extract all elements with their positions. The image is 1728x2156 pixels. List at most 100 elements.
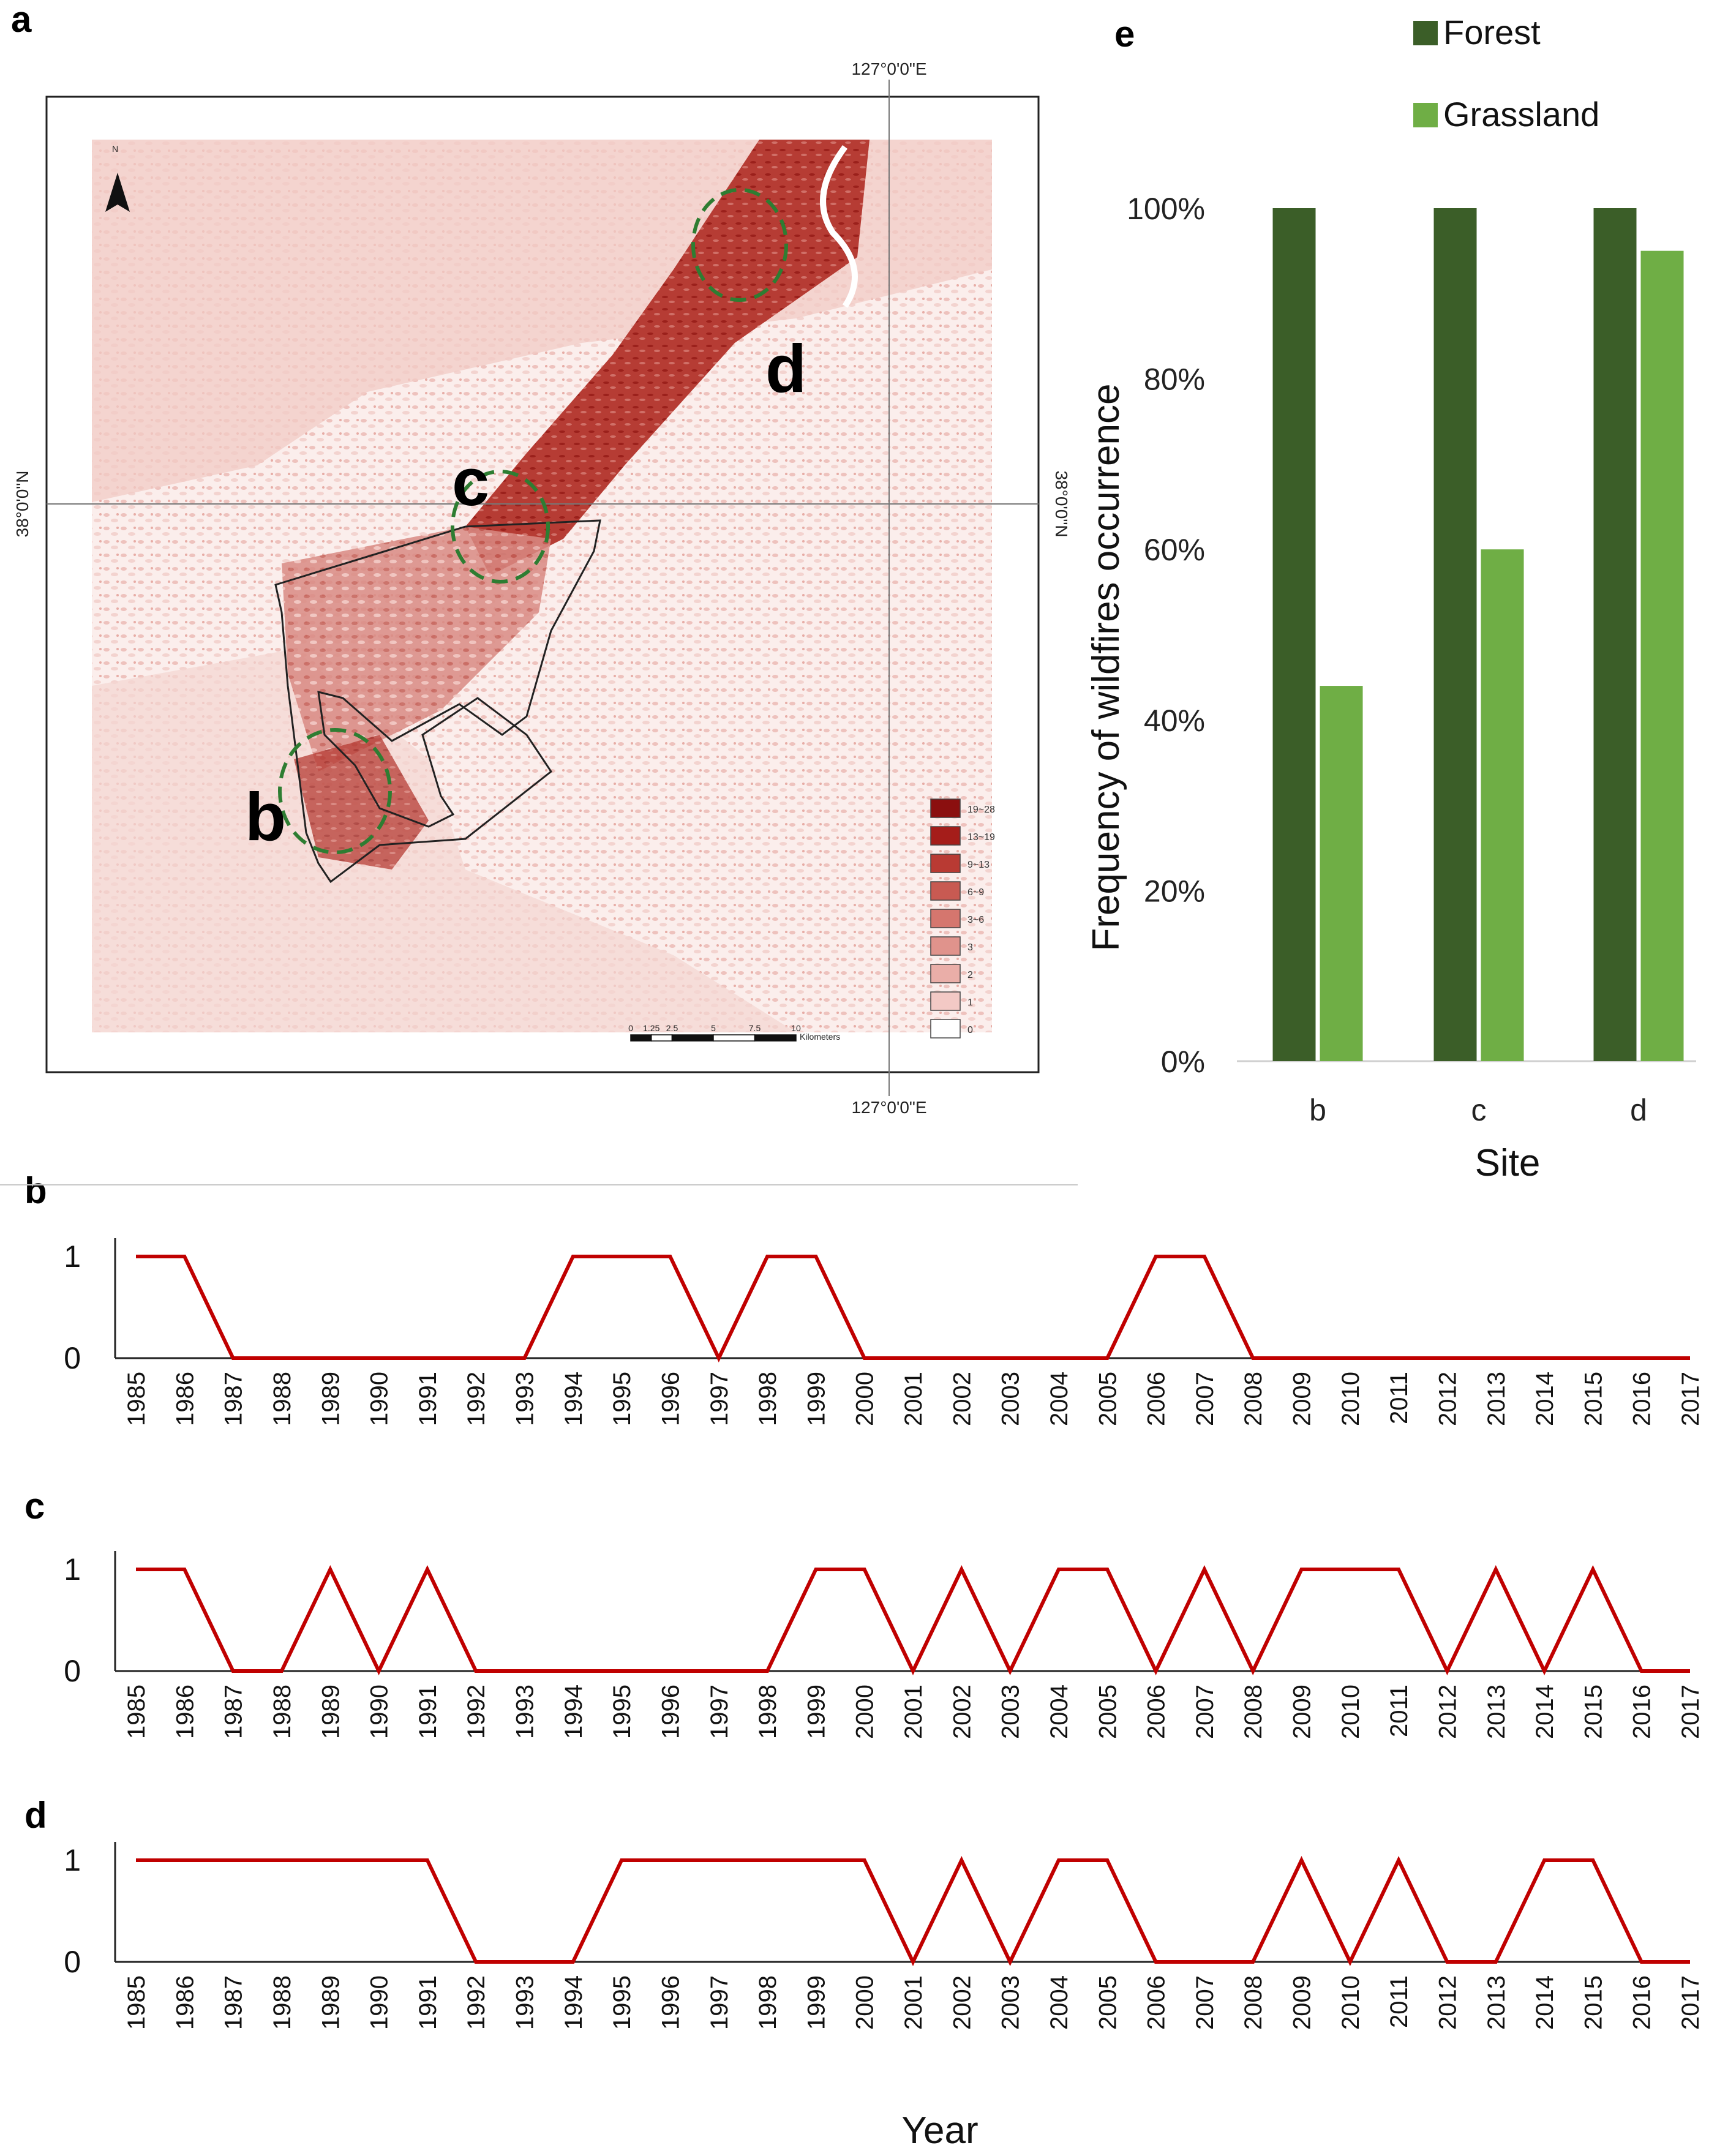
year-tick-label: 1997 (706, 1685, 733, 1739)
year-tick-label: 1989 (317, 1975, 344, 2030)
scale-tick-label: 5 (711, 1023, 716, 1033)
map-legend-swatch (930, 826, 961, 846)
year-tick-label: 2015 (1580, 1372, 1607, 1426)
site-b-circle (278, 728, 392, 854)
line-series-c (136, 1565, 1690, 1675)
panel-b-letter: b (24, 1170, 47, 1211)
scale-tick-label: 0 (628, 1023, 633, 1033)
line-chart-d: 0 1 1985 1986 1987 1988 1989 1990 1991 1992 1993 19… (64, 1842, 1704, 2030)
year-tick-label: 1999 (803, 1975, 830, 2030)
year-tick-label: 1998 (754, 1975, 781, 2030)
bar-x-tick-label: c (1471, 1093, 1487, 1127)
bar-legend-label: Grassland (1443, 95, 1599, 133)
year-tick-label: 1992 (463, 1975, 490, 2030)
year-tick-label: 2012 (1434, 1685, 1461, 1739)
map-legend-swatch (930, 964, 961, 983)
panel-e-letter: e (1114, 13, 1135, 54)
year-tick-label: 2002 (949, 1372, 975, 1426)
bar-legend-swatch (1413, 103, 1438, 127)
scale-bar-segment (671, 1034, 714, 1042)
year-tick-label: 1997 (706, 1372, 733, 1426)
year-tick-label: 2000 (852, 1372, 879, 1426)
map-legend-label: 6~9 (967, 887, 984, 898)
year-tick-label: 1998 (754, 1372, 781, 1426)
map-legend-swatch (930, 909, 961, 928)
map-legend: 19~28 13~19 9~13 6~9 3~6 3 2 1 0 (930, 798, 995, 1039)
bar-grassland-c (1481, 549, 1524, 1061)
scale-bar-segment (651, 1034, 673, 1042)
map-legend-label: 2 (967, 970, 973, 980)
year-tick-label: 1989 (317, 1685, 344, 1739)
year-tick-label: 1991 (415, 1685, 441, 1739)
line-y-tick-label: 1 (64, 1843, 81, 1877)
year-tick-label: 2005 (1094, 1685, 1121, 1739)
scale-tick-label: 7.5 (749, 1023, 761, 1033)
year-tick-label: 2009 (1289, 1372, 1316, 1426)
year-tick-label: 2009 (1289, 1975, 1316, 2030)
year-tick-label: 2014 (1531, 1685, 1558, 1739)
year-tick-label: 2005 (1094, 1975, 1121, 2030)
year-tick-label: 1996 (657, 1685, 684, 1739)
year-tick-label: 1985 (123, 1372, 150, 1426)
bar-y-tick-label: 20% (1144, 874, 1205, 908)
year-tick-label: 2014 (1531, 1975, 1558, 2030)
scale-bar-segment (630, 1034, 652, 1042)
year-tick-label: 2015 (1580, 1975, 1607, 2030)
scale-bar-segment (754, 1034, 797, 1042)
year-tick-label: 2007 (1192, 1372, 1219, 1426)
coord-top: 127°0'0"E (851, 59, 926, 78)
line-y-tick-label: 0 (64, 1341, 81, 1375)
year-tick-label: 1990 (366, 1685, 393, 1739)
year-tick-label: 2007 (1192, 1685, 1219, 1739)
year-tick-label: 1995 (609, 1685, 636, 1739)
year-tick-label: 2014 (1531, 1372, 1558, 1426)
year-tick-label: 2010 (1337, 1685, 1364, 1739)
map-legend-label: 13~19 (967, 832, 995, 843)
scale-bar-segment (713, 1034, 756, 1042)
map-panel: d c b N 127°0'0"E 127°0'0"E 38°0'0"N 38°… (13, 59, 1071, 1117)
site-d-label: d (765, 331, 806, 407)
year-tick-label: 2006 (1143, 1975, 1170, 2030)
year-tick-label: 2000 (852, 1975, 879, 2030)
site-c-label: c (452, 445, 489, 520)
map-legend-label: 1 (967, 997, 973, 1008)
year-tick-label: 1993 (512, 1975, 539, 2030)
scale-tick-label: 2.5 (666, 1023, 678, 1033)
site-d-circle (691, 188, 788, 302)
year-tick-label: 2004 (1046, 1372, 1073, 1426)
bar-chart-e: Forest Grassland 0% 20% 40% 60% 80% 100% b c d F… (1085, 13, 1696, 1184)
bar-grassland-b (1320, 686, 1363, 1061)
year-tick-label: 2008 (1240, 1685, 1267, 1739)
year-tick-label: 1999 (803, 1372, 830, 1426)
coord-bottom: 127°0'0"E (851, 1098, 926, 1117)
map-legend-label: 9~13 (967, 860, 990, 870)
year-tick-label: 2008 (1240, 1975, 1267, 2030)
bar-forest-d (1593, 208, 1637, 1061)
scale-tick-label: 1.25 (643, 1023, 659, 1033)
year-tick-label: 2006 (1143, 1372, 1170, 1426)
bar-x-axis: b c d (1309, 1093, 1647, 1127)
year-tick-label: 2016 (1629, 1975, 1656, 2030)
bar-y-tick-label: 40% (1144, 704, 1205, 738)
bar-y-tick-label: 0% (1161, 1045, 1205, 1079)
bar-legend-swatch (1413, 21, 1438, 45)
year-tick-label: 1993 (512, 1372, 539, 1426)
year-tick-label: 2004 (1046, 1975, 1073, 2030)
north-arrow-icon (105, 173, 130, 212)
year-tick-label: 1987 (220, 1372, 247, 1426)
year-tick-label: 1988 (269, 1685, 296, 1739)
year-tick-label: 1993 (512, 1685, 539, 1739)
map-legend-label: 19~28 (967, 805, 995, 815)
year-tick-label: 2009 (1289, 1685, 1316, 1739)
year-tick-label: 2012 (1434, 1975, 1461, 2030)
map-dark-patch-b (294, 735, 429, 870)
year-tick-label: 2001 (900, 1975, 927, 2030)
year-tick-label: 2015 (1580, 1685, 1607, 1739)
bar-legend: Forest Grassland (1413, 13, 1599, 133)
year-tick-label: 2008 (1240, 1372, 1267, 1426)
year-tick-label: 1988 (269, 1372, 296, 1426)
year-tick-label: 2013 (1483, 1975, 1510, 2030)
site-c-circle (451, 470, 550, 584)
year-tick-label: 1994 (560, 1685, 587, 1739)
